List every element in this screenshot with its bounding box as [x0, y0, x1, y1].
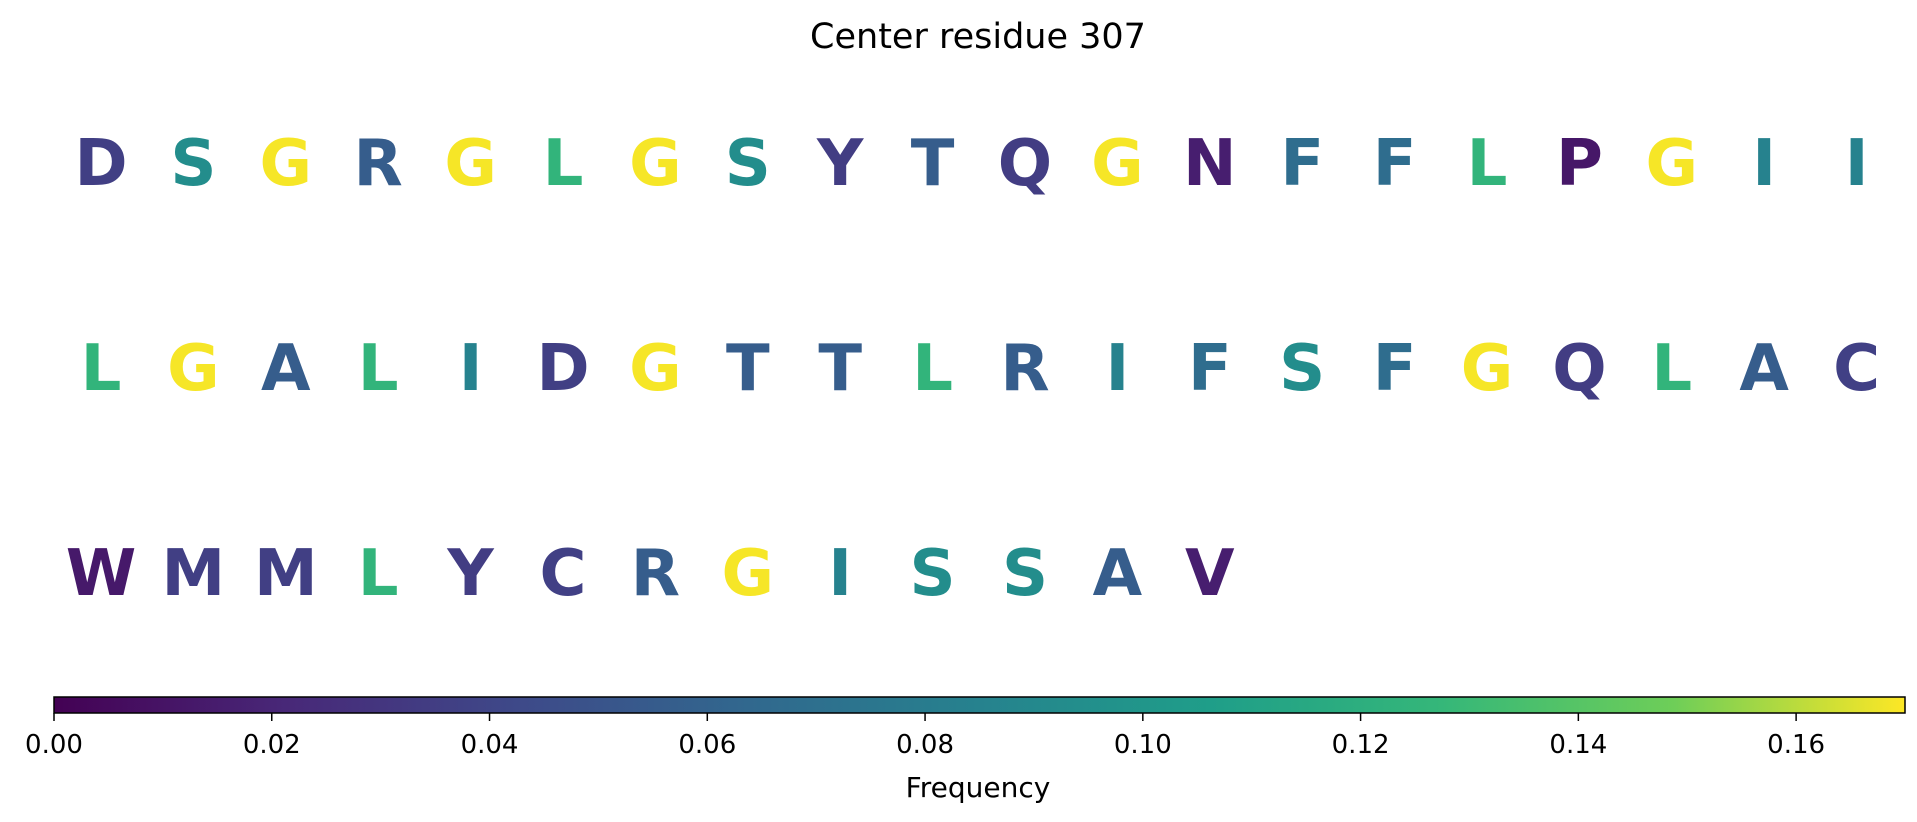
residue-letter: R: [354, 127, 403, 201]
residue-letter: S: [725, 127, 771, 201]
residue-letter: T: [726, 332, 770, 406]
residue-letter: I: [828, 537, 852, 611]
colorbar-tick-label: 0.06: [678, 730, 736, 760]
residue-letter: Y: [816, 127, 864, 201]
residue-letter: I: [1105, 332, 1129, 406]
residue-letter: G: [167, 332, 220, 406]
colorbar-tick-label: 0.12: [1332, 730, 1390, 760]
residue-letter: Q: [1552, 332, 1606, 406]
residue-letter: L: [1467, 127, 1508, 201]
residue-letter: G: [722, 537, 775, 611]
residue-letter: R: [1000, 332, 1049, 406]
colorbar-tick-label: 0.02: [243, 730, 301, 760]
residue-letter: T: [818, 332, 862, 406]
residue-letter: A: [1739, 332, 1789, 406]
residue-letter: N: [1183, 127, 1237, 201]
residue-letter: L: [358, 537, 399, 611]
residue-letter: C: [540, 537, 587, 611]
residue-letter: M: [254, 537, 318, 611]
residue-letter: D: [536, 332, 589, 406]
residue-letter: L: [1651, 332, 1692, 406]
colorbar-tick-label: 0.04: [461, 730, 519, 760]
residue-letter: F: [1280, 127, 1324, 201]
colorbar-tick-label: 0.10: [1114, 730, 1172, 760]
residue-letter: G: [260, 127, 313, 201]
residue-letter: G: [1461, 332, 1514, 406]
residue-letter: S: [170, 127, 216, 201]
residue-letter: L: [358, 332, 399, 406]
residue-letter: D: [74, 127, 127, 201]
residue-letter: S: [910, 537, 956, 611]
residue-letter: L: [543, 127, 584, 201]
residue-letter: I: [1845, 127, 1869, 201]
colorbar: 0.00 0.02 0.04 0.06 0.08 0.10 0.12 0.14 0.16 Fre…: [25, 696, 1906, 804]
residue-letter: T: [911, 127, 955, 201]
residue-letter: S: [1002, 537, 1048, 611]
residue-letter: F: [1188, 332, 1232, 406]
colorbar-tick-label: 0.16: [1767, 730, 1825, 760]
residue-letter: G: [444, 127, 497, 201]
residue-letter: A: [1093, 537, 1143, 611]
residue-letter: Y: [446, 537, 494, 611]
chart-title: Center residue 307: [810, 17, 1146, 57]
colorbar-tick-label: 0.14: [1549, 730, 1607, 760]
colorbar-ticks: 0.00 0.02 0.04 0.06 0.08 0.10 0.12 0.14 0.16: [25, 713, 1825, 760]
residue-letter: C: [1833, 332, 1880, 406]
colorbar-gradient: [53, 696, 1906, 714]
residue-letter: G: [1646, 127, 1699, 201]
residue-letter: L: [912, 332, 953, 406]
colorbar-tick-label: 0.00: [25, 730, 83, 760]
residue-letter: F: [1373, 127, 1417, 201]
residue-letters: D S G R G L G S Y T Q G N F F L P G I IL G A L I D G T T L R I F S F G Q L A C…: [66, 127, 1880, 611]
residue-letter: P: [1556, 127, 1603, 201]
residue-letter: G: [629, 127, 682, 201]
residue-letter: G: [629, 332, 682, 406]
residue-letter: W: [66, 537, 137, 611]
residue-letter: I: [1752, 127, 1776, 201]
residue-letter: F: [1373, 332, 1417, 406]
residue-letter: G: [1091, 127, 1144, 201]
residue-letter: A: [261, 332, 311, 406]
residue-letter: M: [162, 537, 226, 611]
residue-letter: L: [81, 332, 122, 406]
colorbar-tick-label: 0.08: [896, 730, 954, 760]
residue-letter: I: [459, 332, 483, 406]
residue-letter: S: [1279, 332, 1325, 406]
residue-letter: R: [631, 537, 680, 611]
residue-letter: Q: [998, 127, 1052, 201]
colorbar-label: Frequency: [906, 771, 1051, 804]
residue-letter: V: [1185, 537, 1235, 611]
